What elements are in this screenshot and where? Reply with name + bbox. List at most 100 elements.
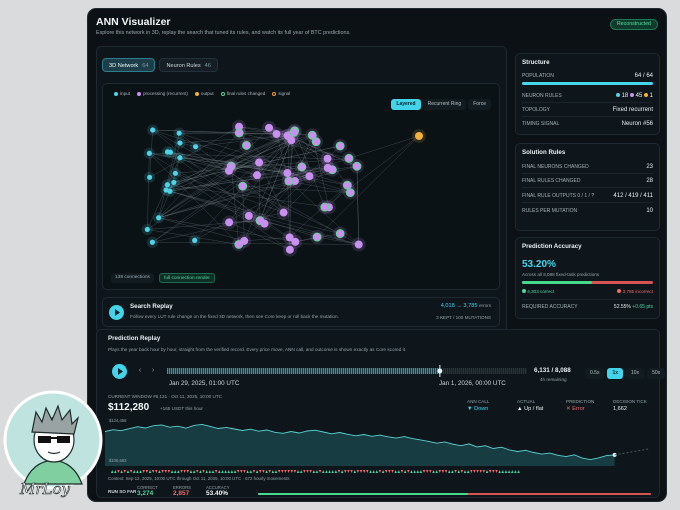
network-edge <box>288 180 351 193</box>
error-tick <box>391 470 394 473</box>
timeline-tick <box>351 368 353 374</box>
correct-tick <box>485 470 489 473</box>
solution-label: FINAL RULES CHANGED <box>522 178 581 184</box>
correct-tick <box>504 470 508 473</box>
network-edge <box>179 133 348 186</box>
price-axis-bottom: $108,683 <box>109 458 127 463</box>
correct-tick <box>205 470 208 473</box>
solution-value: 23 <box>646 164 653 170</box>
network-edge <box>147 229 239 245</box>
input-node <box>164 182 170 188</box>
error-tick <box>444 470 448 473</box>
run-correct-label: CORRECT <box>137 485 158 490</box>
tab-3d-network[interactable]: 3D Network 64 <box>102 58 156 72</box>
timeline-tick <box>503 368 505 374</box>
timeline-tick <box>177 368 179 374</box>
network-edge <box>179 133 277 135</box>
timeline-tick <box>433 368 435 374</box>
network-edge <box>166 189 318 238</box>
correct-tick <box>315 470 319 473</box>
solution-value: 10 <box>646 208 653 214</box>
timeline-tick <box>241 368 243 374</box>
correct-tick <box>501 470 504 473</box>
network-edge <box>179 142 196 147</box>
timeline-tick <box>187 368 189 374</box>
chevron-left-icon: ‹ <box>138 367 142 374</box>
speed-50x-button[interactable]: 50x <box>647 368 666 379</box>
error-tick <box>359 470 363 473</box>
timeline-tick <box>467 368 469 374</box>
error-tick <box>243 470 246 473</box>
tab-neuron-rules[interactable]: Neuron Rules 46 <box>159 58 218 72</box>
timeline-tick <box>263 368 265 374</box>
error-tick <box>454 470 457 473</box>
step-back-button[interactable]: ‹ <box>135 366 145 376</box>
timeline-tick <box>471 368 473 374</box>
replay-play-button[interactable] <box>112 364 127 379</box>
processing-node <box>224 166 233 175</box>
network-edge <box>257 172 288 176</box>
network-canvas[interactable]: input processing (recurrent) output fina… <box>102 83 500 290</box>
step-forward-button[interactable]: › <box>148 366 158 376</box>
replay-timeline[interactable] <box>167 364 527 378</box>
stat-actual: ACTUAL ▲ Up / flat <box>517 399 566 412</box>
timeline-tick <box>333 368 335 374</box>
network-edge <box>259 220 359 245</box>
correct-tick <box>312 470 315 473</box>
timeline-tick <box>267 368 269 374</box>
speed-1x-button[interactable]: 1x <box>607 368 624 379</box>
timeline-tick <box>221 368 223 374</box>
processing-node <box>320 202 330 212</box>
error-tick <box>214 470 218 473</box>
timeline-tick <box>425 368 427 374</box>
timeline-tick <box>167 368 169 374</box>
network-edge <box>158 133 180 218</box>
timeline-tick <box>327 368 329 374</box>
correct-tick <box>432 470 435 473</box>
stat-label: ANN CALL <box>467 399 490 404</box>
accuracy-bar <box>522 281 653 284</box>
processing-node <box>305 172 314 181</box>
correct-tick <box>211 470 215 473</box>
correct-tick <box>189 470 193 473</box>
layout-recurrent-ring-button[interactable]: Recurrent Ring <box>422 99 467 110</box>
layout-force-button[interactable]: Force <box>468 99 491 110</box>
timeline-tick <box>475 368 477 374</box>
processing-node <box>311 137 321 147</box>
population-value: 64 / 64 <box>634 73 653 79</box>
error-tick <box>385 470 388 473</box>
app-title: ANN Visualizer <box>96 16 171 28</box>
processing-node <box>312 232 322 242</box>
timeline-tick <box>169 368 171 374</box>
processing-node <box>234 128 244 138</box>
processing-node <box>352 161 362 171</box>
error-tick <box>161 470 164 473</box>
timeline-tick <box>323 368 325 374</box>
timeline-tick <box>235 368 237 374</box>
run-errors-label: ERRORS <box>173 485 191 490</box>
network-edge <box>167 151 296 242</box>
network-graph[interactable] <box>103 84 501 291</box>
network-edge <box>169 167 328 192</box>
speed-10x-button[interactable]: 10x <box>626 368 645 379</box>
app-subtitle: Explore this network in 3D, replay the s… <box>96 30 351 36</box>
price-chart[interactable] <box>105 418 653 478</box>
timeline-tick <box>297 368 299 374</box>
replay-progress: 6,131 / 8,088 <box>534 367 571 374</box>
timeline-tick <box>257 368 259 374</box>
correct-tick <box>126 470 130 473</box>
timeline-tick <box>179 368 181 374</box>
speed-0-5x-button[interactable]: 0.5x <box>585 368 605 379</box>
render-mode-chip[interactable]: full connection render <box>159 273 215 283</box>
legend-output: output <box>194 91 214 96</box>
timeline-tick <box>181 368 183 374</box>
processing-node <box>354 240 363 249</box>
structure-title: Structure <box>522 59 550 66</box>
layout-layered-button[interactable]: Layered <box>391 99 421 110</box>
timeline-tick <box>457 368 459 374</box>
timeline-tick <box>361 368 363 374</box>
search-play-button[interactable] <box>109 305 124 320</box>
network-edge <box>167 184 329 208</box>
timeline-tick <box>411 368 413 374</box>
timeline-tick <box>283 368 285 374</box>
